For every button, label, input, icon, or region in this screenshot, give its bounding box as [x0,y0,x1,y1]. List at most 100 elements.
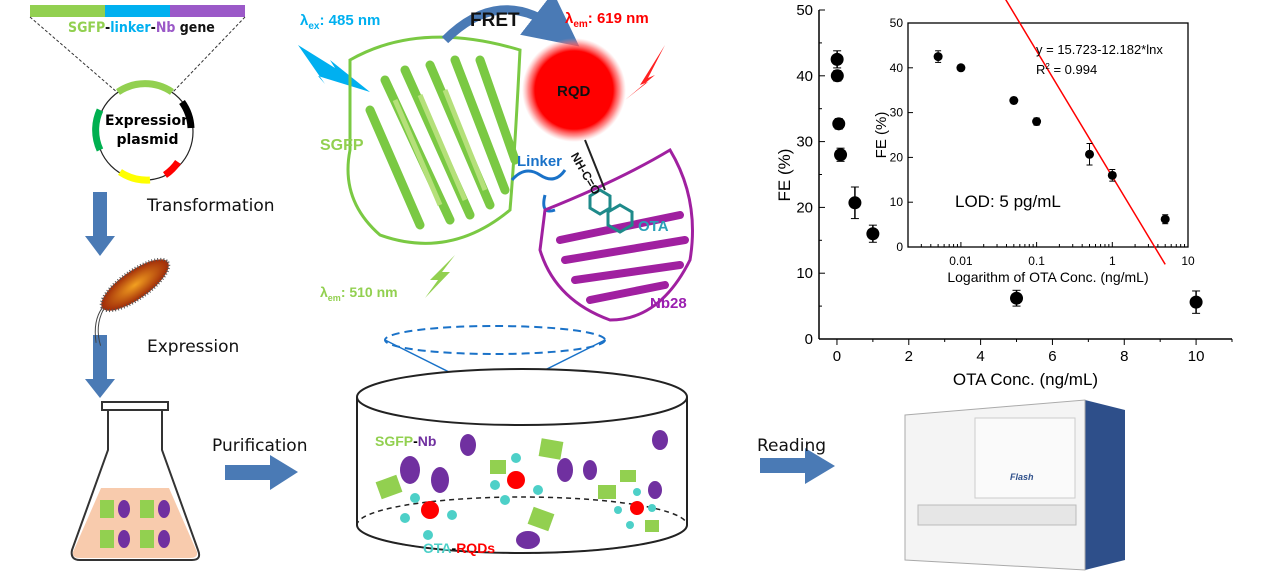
inset-x-tick-label: 0.01 [949,254,973,268]
r-squared: R2 = 0.994 [1036,62,1097,77]
inset-data-point [933,52,943,62]
lod-annotation: LOD: 5 pg/mL [955,192,1061,211]
lambda: λ [565,10,574,27]
excitation-bolt-icon [298,45,370,92]
main-x-axis-label: OTA Conc. (ng/mL) [953,370,1098,389]
em-value: : 510 nm [340,284,398,300]
arrow-reading [760,448,835,484]
inset-data-point [1107,170,1117,180]
inset-y-tick-label: 0 [896,240,903,254]
lambda: λ [320,284,328,300]
main-y-axis-label: FE (%) [775,149,794,202]
arrow-purification [225,455,298,490]
sgfp-emission-label: λem: 510 nm [320,284,398,303]
mix-ota-rqds-label: OTA-RQDs [423,540,495,556]
reaction-vessel [356,325,688,554]
main-y-tick-label: 0 [805,331,813,348]
plasmid-label: Expression plasmid [105,112,192,150]
inset-x-tick-label: 10 [1181,254,1195,268]
mix-ota: OTA [423,540,452,556]
gene-sep: - [105,20,111,36]
data-point [834,148,848,162]
inset-y-tick-label: 10 [890,195,904,209]
inset-y-tick-label: 40 [890,61,904,75]
inset-x-tick-label: 1 [1109,254,1116,268]
inset-data-point [1160,214,1170,224]
ota-label: OTA [638,218,669,235]
mix-sgfp: SGFP [375,433,414,449]
mix-rqds: RQDs [456,540,496,556]
sgfp-emission-bolt-icon [425,255,455,298]
main-x-tick-label: 0 [833,348,841,365]
mix-dash: - [451,540,457,556]
inset-y-tick-label: 20 [890,150,904,164]
plasmid-diagram [92,80,195,184]
step-reading: Reading [757,436,827,456]
data-point [832,117,846,131]
fret-arrow [441,0,580,47]
step-purification: Purification [212,436,308,456]
rqd-emission-label: λem: 619 nm [565,10,649,30]
ex-value: : 485 nm [319,12,381,29]
em-sub: em [327,292,341,303]
bacterium-icon [94,257,171,346]
mix-dash: - [413,433,418,449]
step-expression: Expression [147,337,240,357]
rqd-particle [522,38,626,142]
main-x-tick-label: 10 [1188,348,1205,365]
data-point [1189,295,1203,309]
lambda: λ [300,12,309,29]
linker-label: Linker [517,153,563,170]
main-x-tick-label: 4 [976,348,984,365]
step-transformation: Transformation [147,196,275,216]
main-x-tick-label: 8 [1120,348,1128,365]
data-point [830,52,844,66]
gene-bar [29,5,246,94]
inset-data-point [1009,96,1019,106]
gene-linker: linker [110,20,151,36]
rqd-label: RQD [557,83,591,100]
main-y-tick-label: 10 [796,265,813,282]
gene-suffix: gene [175,20,215,36]
inset-data-point [1085,149,1095,159]
mix-nb: Nb [417,433,437,449]
down-arrow-expression [85,335,115,398]
excitation-label: λex: 485 nm [300,12,380,32]
plate-reader-instrument [904,399,1125,571]
gene-sgfp: SGFP [68,20,105,36]
inset-y-tick-label: 50 [890,16,904,30]
inset-x-axis-label: Logarithm of OTA Conc. (ng/mL) [947,269,1148,285]
gene-sep: - [150,20,156,36]
down-arrow-transformation [85,192,115,256]
inset-x-tick-label: 0.1 [1028,254,1045,268]
main-y-tick-label: 50 [796,2,813,19]
inset-data-point [1032,117,1042,127]
nb28-protein [538,139,694,322]
inset-frame [907,22,1189,248]
flask-icon [70,401,201,561]
main-y-tick-label: 20 [796,199,813,216]
main-x-tick-label: 2 [905,348,913,365]
data-point [1010,291,1024,305]
instrument-brand: Flash [1010,472,1034,482]
em-value: : 619 nm [587,10,649,27]
plasmid-line2: plasmid [116,132,179,148]
plasmid-line1: Expression [105,113,192,129]
mix-sgfp-nb-label: SGFP-Nb [375,433,436,449]
main-x-tick-label: 6 [1048,348,1056,365]
ex-sub: ex [308,21,320,32]
fit-line [1005,0,1166,265]
sgfp-label: SGFP [320,137,364,154]
gene-nb: Nb [155,20,176,36]
data-point [848,196,862,210]
nb28-label: Nb28 [650,295,687,312]
fret-label: FRET [470,10,520,31]
fit-equation: y = 15.723-12.182*lnx [1036,42,1163,57]
em-sub: em [573,19,588,30]
inset-y-tick-label: 30 [890,106,904,120]
data-point [830,69,844,83]
inset-y-axis-label: FE (%) [873,112,890,159]
